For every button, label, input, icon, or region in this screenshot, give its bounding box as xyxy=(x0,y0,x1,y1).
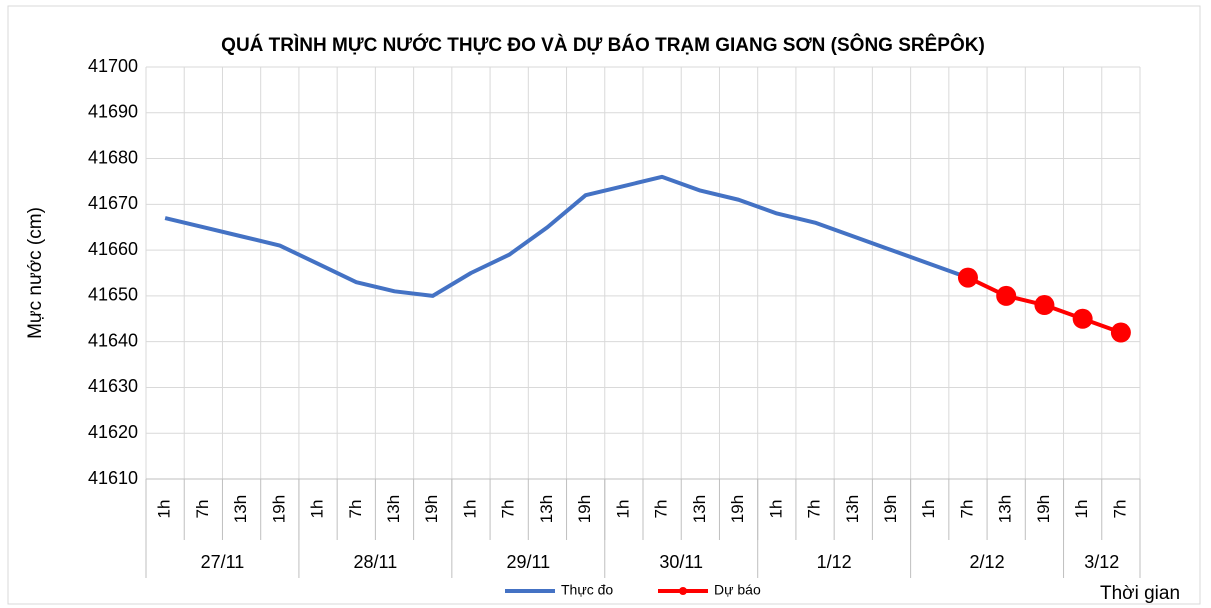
legend-label: Dự báo xyxy=(714,582,761,598)
x-tick-label: 1h xyxy=(766,500,785,519)
x-tick-label: 7h xyxy=(957,500,976,519)
x-tick-label: 7h xyxy=(652,500,671,519)
x-tick-label: 1h xyxy=(460,500,479,519)
chart-frame xyxy=(7,5,1201,605)
y-tick-label: 41640 xyxy=(88,330,138,350)
y-tick-label: 41660 xyxy=(88,239,138,259)
y-tick-label: 41620 xyxy=(88,422,138,442)
x-tick-label: 13h xyxy=(537,495,556,523)
x-tick-label: 13h xyxy=(384,495,403,523)
x-axis-label: Thời gian xyxy=(1100,583,1180,604)
point-marker xyxy=(957,267,978,288)
line-series xyxy=(164,174,969,298)
y-tick-label: 41670 xyxy=(88,193,138,213)
y-tick-label: 41690 xyxy=(88,102,138,122)
legend-label: Thực đo xyxy=(561,582,613,598)
x-tick-label: 13h xyxy=(690,495,709,523)
x-tick-label: 19h xyxy=(728,495,747,523)
x-tick-label: 1h xyxy=(613,500,632,519)
point-marker xyxy=(1110,322,1131,343)
y-tick-label: 41700 xyxy=(88,56,138,76)
x-tick-label: 13h xyxy=(231,495,250,523)
y-tick-label: 41610 xyxy=(88,468,138,488)
y-tick-label: 41680 xyxy=(88,147,138,167)
x-tick-label: 7h xyxy=(805,500,824,519)
y-tick-label: 41650 xyxy=(88,285,138,305)
x-tick-label: 1h xyxy=(1072,500,1091,519)
x-tick-label: 7h xyxy=(1110,500,1129,519)
x-group-label: 3/12 xyxy=(1084,552,1119,572)
y-axis-label: Mực nước (cm) xyxy=(25,207,46,339)
point-marker xyxy=(996,285,1017,306)
x-tick-label: 19h xyxy=(575,495,594,523)
chart-title: QUÁ TRÌNH MỰC NƯỚC THỰC ĐO VÀ DỰ BÁO TRẠ… xyxy=(221,34,985,56)
x-tick-label: 7h xyxy=(346,500,365,519)
x-group-label: 28/11 xyxy=(354,552,398,572)
x-tick-label: 1h xyxy=(308,500,327,519)
x-tick-label: 19h xyxy=(269,495,288,523)
point-marker xyxy=(1072,308,1093,329)
x-tick-label: 1h xyxy=(919,500,938,519)
x-tick-label: 13h xyxy=(843,495,862,523)
x-tick-label: 13h xyxy=(996,495,1015,523)
legend-marker xyxy=(679,587,687,595)
y-tick-label: 41630 xyxy=(88,376,138,396)
x-group-label: 27/11 xyxy=(201,552,245,572)
x-tick-label: 19h xyxy=(881,495,900,523)
x-group-label: 1/12 xyxy=(817,552,852,572)
x-group-label: 29/11 xyxy=(506,552,550,572)
x-tick-label: 7h xyxy=(193,500,212,519)
x-tick-label: 19h xyxy=(1034,495,1053,523)
point-marker xyxy=(1034,295,1055,316)
x-tick-label: 1h xyxy=(155,500,174,519)
x-group-label: 2/12 xyxy=(970,552,1005,572)
x-group-label: 30/11 xyxy=(659,552,703,572)
x-tick-label: 19h xyxy=(422,495,441,523)
x-tick-label: 7h xyxy=(499,500,518,519)
